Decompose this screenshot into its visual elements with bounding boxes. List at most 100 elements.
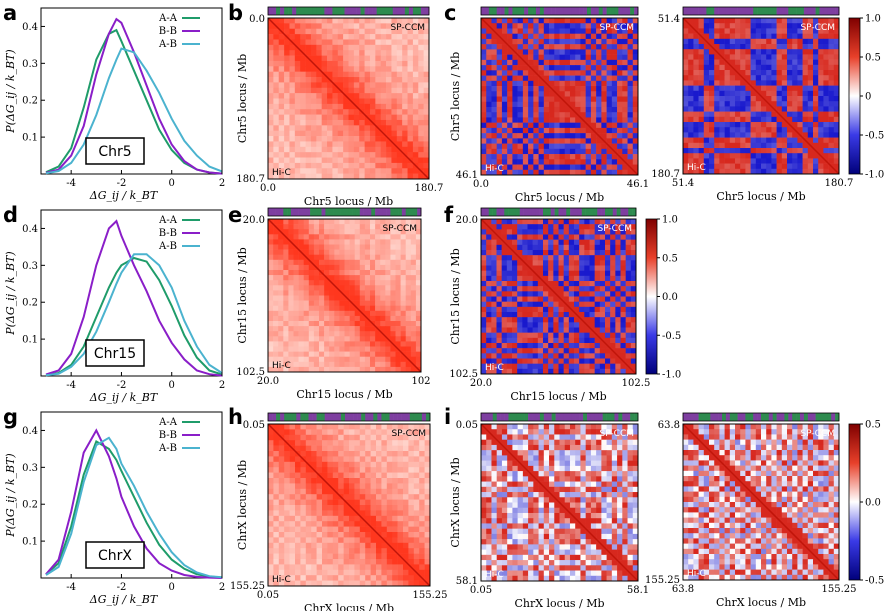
heatmap-cell [402,82,408,89]
heatmap-cell [532,239,539,246]
heatmap-cell [329,229,335,235]
compartment-bar-frame [682,6,840,16]
heatmap-cell [293,254,299,261]
heatmap-cell [507,154,513,160]
heatmap-cell [359,87,365,94]
x-axis-label: Chr5 locus / Mb [304,195,393,208]
heatmap-cell [375,162,381,169]
heatmap-cell [627,169,634,176]
heatmap-cell [319,219,325,225]
heatmap-cell [268,77,274,83]
heatmap-cell [364,270,371,276]
compartment-segment [268,208,273,216]
heatmap-cell [745,148,751,154]
heatmap-cell [766,116,772,123]
heatmap-cell [359,146,365,153]
heatmap-cell [564,164,571,171]
heatmap-cell [316,87,322,94]
heatmap-cell [284,130,290,137]
heatmap-cell [415,254,422,261]
heatmap-cell [590,122,597,129]
heatmap-cell [339,229,345,235]
heatmap-cell [402,87,408,94]
heatmap-cell [400,234,406,240]
heatmap-cell [278,361,284,368]
heatmap-cell [268,321,274,327]
heatmap-cell [611,164,618,171]
compartment-segment [710,7,715,15]
heatmap-cell [554,122,560,129]
heatmap-cell [787,75,793,81]
heatmap-cell [316,146,322,153]
heatmap-cell [375,234,381,240]
heatmap-cell [506,250,513,256]
heatmap-cell [517,106,524,113]
heatmap-cell [538,101,545,108]
heatmap-cell [622,143,628,150]
y-tick-label: 46.1 [456,170,478,181]
heatmap-cell [375,336,381,342]
heatmap-cell [714,18,720,24]
heatmap-cell [543,229,549,235]
heatmap-cell [761,80,767,86]
heatmap-cell [316,71,322,78]
heatmap-cell [537,286,544,292]
heatmap-cell [481,327,487,333]
heatmap-cell [543,59,550,66]
heatmap-cell [370,234,376,240]
heatmap-cell [391,87,398,94]
heatmap-cell [823,168,829,175]
heatmap-cell [369,109,376,115]
heatmap-cell [558,281,564,287]
heatmap-cell [423,136,430,142]
heatmap-cell [402,103,408,110]
x-tick-label: 0.0 [260,183,276,194]
heatmap-cell [610,234,616,240]
heatmap-cell [813,49,819,55]
heatmap-cell [554,44,560,50]
heatmap-cell [408,429,415,436]
compartment-segment [698,7,703,15]
heatmap-cell [537,312,544,318]
heatmap-cell [316,34,322,40]
heatmap-cell [353,87,360,94]
heatmap-cell [298,219,304,225]
heatmap-cell [703,23,710,29]
heatmap-cell [574,229,580,235]
heatmap-cell [278,285,284,291]
heatmap-cell [833,148,840,154]
heatmap-cell [359,229,366,235]
heatmap-cell [370,300,376,306]
heatmap-cell [344,310,350,317]
sp-ccm-tag: SP-CCM [390,23,425,33]
heatmap-cell [298,346,304,352]
heatmap-cell [322,429,328,436]
compartment-segment [364,7,369,15]
heatmap-cell [828,54,835,60]
heatmap-cell [481,286,487,292]
heatmap-cell [305,434,312,441]
heatmap-cell [293,259,299,266]
heatmap-cell [548,239,554,246]
heatmap-cell [833,64,840,71]
heatmap-cell [568,327,575,333]
heatmap-cell [553,348,559,354]
heatmap-cell [594,327,601,333]
heatmap-cell [405,300,412,306]
heatmap-cell [559,138,566,144]
heatmap-cell [823,70,829,76]
heatmap-cell [589,270,595,277]
heatmap-cell [407,93,414,99]
heatmap-cell [630,296,637,302]
heatmap-cell [370,264,376,271]
heatmap-cell [343,424,350,430]
heatmap-cell [298,229,304,235]
heatmap-cell [606,49,613,55]
heatmap-cell [543,301,549,308]
heatmap-cell [375,361,381,368]
heatmap-cell [313,300,320,306]
heatmap-cell [625,337,632,344]
heatmap-cell [380,60,387,67]
heatmap-cell [364,152,371,158]
heatmap-cell [268,285,274,291]
